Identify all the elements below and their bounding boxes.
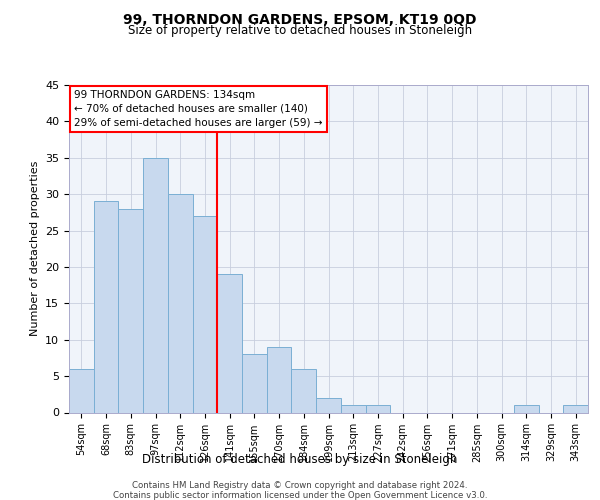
- Bar: [365, 405, 390, 412]
- Bar: [69, 369, 94, 412]
- Bar: [168, 194, 193, 412]
- Bar: [217, 274, 242, 412]
- Text: 99 THORNDON GARDENS: 134sqm
← 70% of detached houses are smaller (140)
29% of se: 99 THORNDON GARDENS: 134sqm ← 70% of det…: [74, 90, 323, 128]
- Bar: [193, 216, 217, 412]
- Bar: [563, 405, 588, 412]
- Bar: [341, 405, 365, 412]
- Bar: [143, 158, 168, 412]
- Text: Contains HM Land Registry data © Crown copyright and database right 2024.: Contains HM Land Registry data © Crown c…: [132, 481, 468, 490]
- Bar: [316, 398, 341, 412]
- Bar: [242, 354, 267, 412]
- Bar: [118, 208, 143, 412]
- Bar: [292, 369, 316, 412]
- Text: Size of property relative to detached houses in Stoneleigh: Size of property relative to detached ho…: [128, 24, 472, 37]
- Text: Distribution of detached houses by size in Stoneleigh: Distribution of detached houses by size …: [142, 452, 458, 466]
- Text: Contains public sector information licensed under the Open Government Licence v3: Contains public sector information licen…: [113, 491, 487, 500]
- Bar: [514, 405, 539, 412]
- Text: 99, THORNDON GARDENS, EPSOM, KT19 0QD: 99, THORNDON GARDENS, EPSOM, KT19 0QD: [123, 12, 477, 26]
- Bar: [94, 202, 118, 412]
- Y-axis label: Number of detached properties: Number of detached properties: [29, 161, 40, 336]
- Bar: [267, 347, 292, 412]
